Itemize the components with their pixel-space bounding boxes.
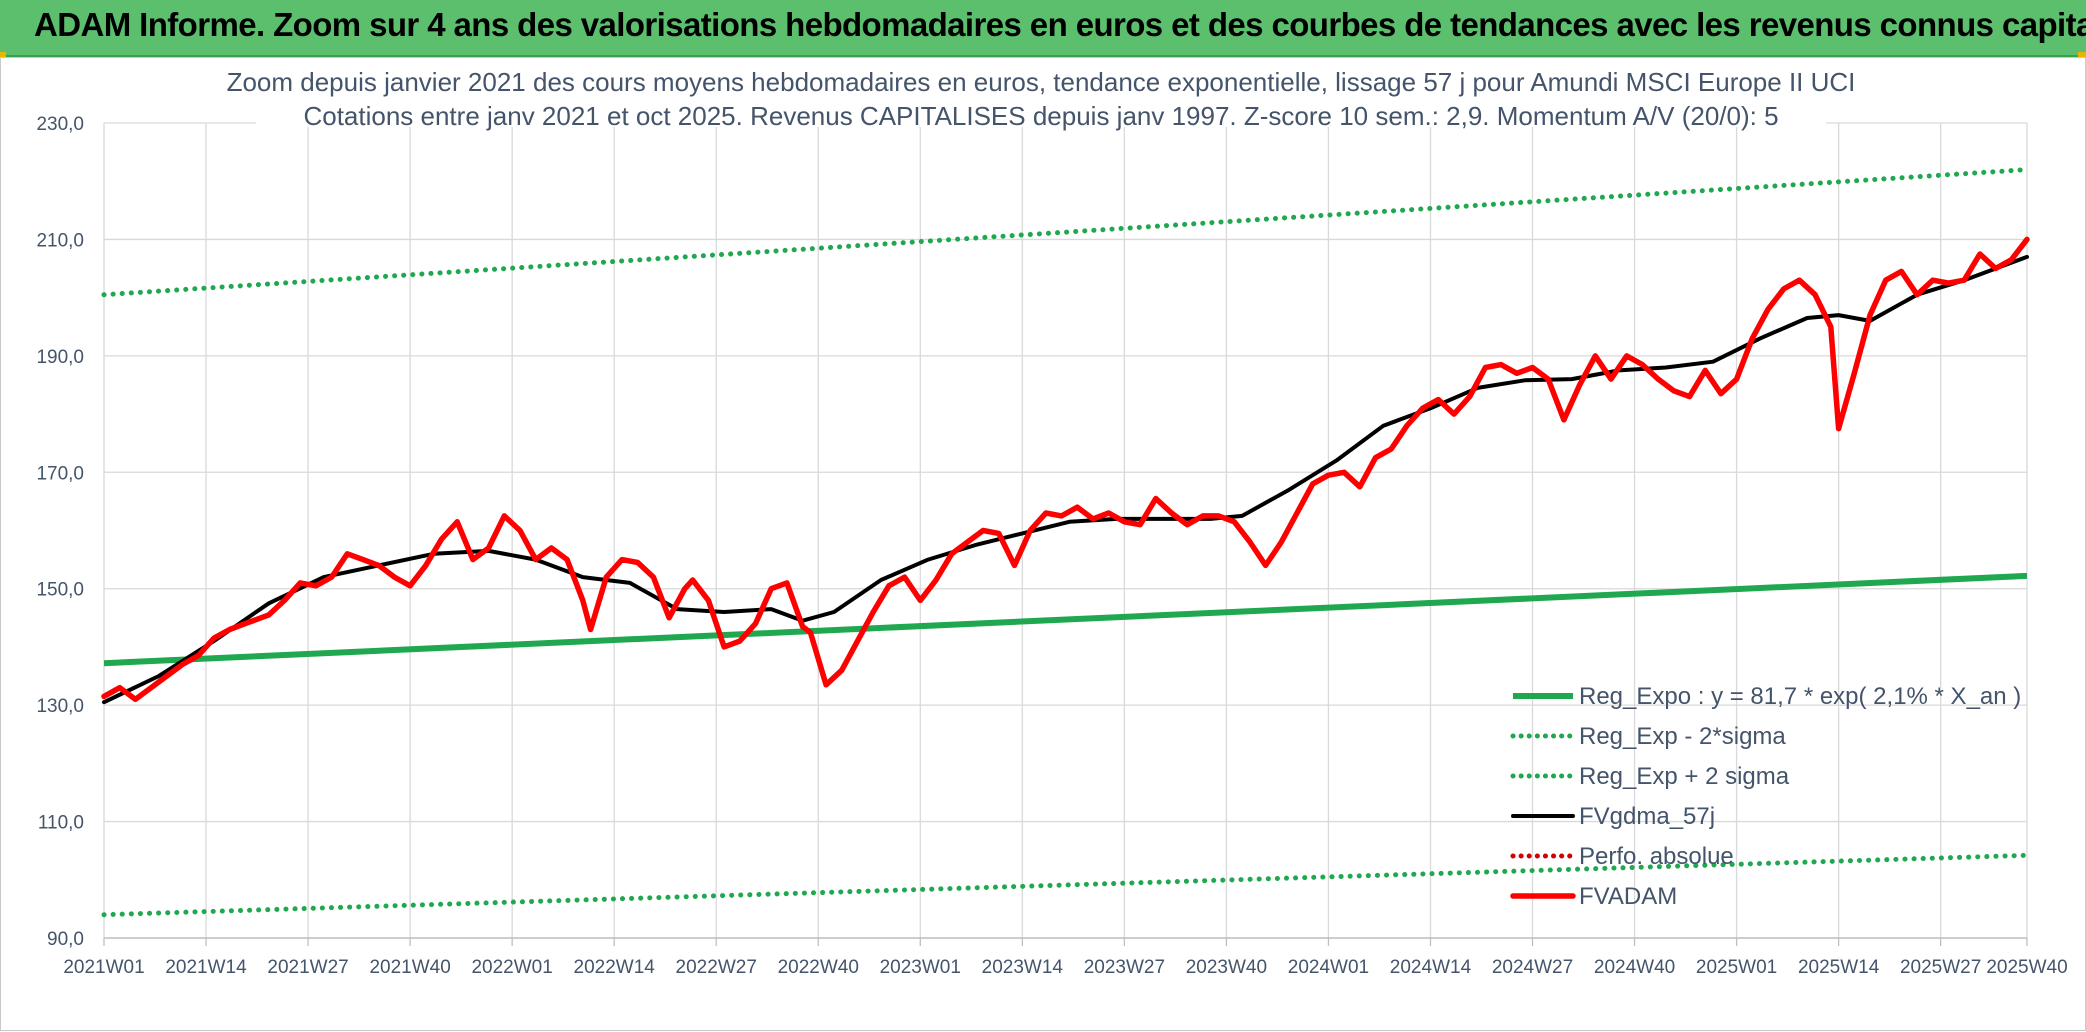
grid [103,122,2028,939]
series-line-fvgdma-57j [102,254,2029,705]
line-chart: Zoom depuis janvier 2021 des cours moyen… [36,61,2068,978]
x-tick-label: 2023W27 [1084,957,1165,978]
x-tick-label: 2024W27 [1492,957,1573,978]
series-line-reg-exp-2-sigma [101,167,2030,298]
x-tick-label: 2025W27 [1900,957,1981,978]
legend-label: Perfo. absolue [1579,843,1734,870]
y-tick-label: 210,0 [36,230,84,251]
x-tick-label: 2021W27 [267,957,348,978]
chart-title-background [256,61,1826,127]
y-tick-label: 190,0 [36,347,84,368]
page-title-bar: ADAM Informe. Zoom sur 4 ans des valoris… [0,0,2086,57]
chart-area: Zoom depuis janvier 2021 des cours moyen… [0,57,2086,1031]
x-tick-label: 2022W01 [471,957,552,978]
chart-subtitle: Cotations entre janv 2021 et oct 2025. R… [303,101,1778,131]
legend-label: Reg_Exp - 2*sigma [1579,723,1786,750]
x-tick-label: 2023W01 [880,957,961,978]
legend-label: FVgdma_57j [1579,803,1715,830]
x-tick-label: 2021W14 [165,957,247,978]
legend: Reg_Expo : y = 81,7 * exp( 2,1% * X_an )… [1510,683,2021,910]
x-tick-label: 2023W14 [982,957,1064,978]
y-tick-label: 110,0 [38,813,84,834]
x-tick-label: 2022W14 [574,957,656,978]
y-tick-label: 130,0 [36,696,84,717]
series-line-reg-expo-y-81-7-exp-2-1-x-an [103,572,2028,667]
series-layer [101,167,2030,918]
legend-label: Reg_Exp + 2 sigma [1579,763,1790,790]
axes: 230,0 210,0 190,0 170,0 150,0 130,0 110,0 90,0 2… [36,114,2067,978]
x-tick-label: 2025W40 [1986,957,2067,978]
y-tick-label: 90,0 [47,929,84,950]
x-tick-label: 2022W27 [676,957,757,978]
corner-accent-right [2078,52,2086,58]
corner-accent-left [0,52,6,58]
x-tick-label: 2022W40 [778,957,859,978]
x-tick-label: 2021W40 [369,957,450,978]
x-tick-label: 2021W01 [63,957,144,978]
x-tick-label: 2025W01 [1696,957,1777,978]
chart-title-block: Zoom depuis janvier 2021 des cours moyen… [227,61,1856,131]
series-line-fvadam [101,236,2030,703]
legend-label: FVADAM [1579,883,1677,910]
y-tick-label: 230,0 [36,114,84,135]
x-tick-label: 2025W14 [1798,957,1880,978]
x-tick-label: 2024W14 [1390,957,1472,978]
series-line-reg-exp-2-sigma [101,852,2030,918]
chart-title: Zoom depuis janvier 2021 des cours moyen… [227,67,1856,97]
y-tick-label: 150,0 [36,580,84,601]
x-tick-label: 2023W40 [1186,957,1267,978]
y-tick-label: 170,0 [36,463,84,484]
page-title: ADAM Informe. Zoom sur 4 ans des valoris… [34,6,2086,43]
legend-label: Reg_Expo : y = 81,7 * exp( 2,1% * X_an ) [1579,683,2021,710]
x-tick-label: 2024W40 [1594,957,1675,978]
x-tick-label: 2024W01 [1288,957,1369,978]
